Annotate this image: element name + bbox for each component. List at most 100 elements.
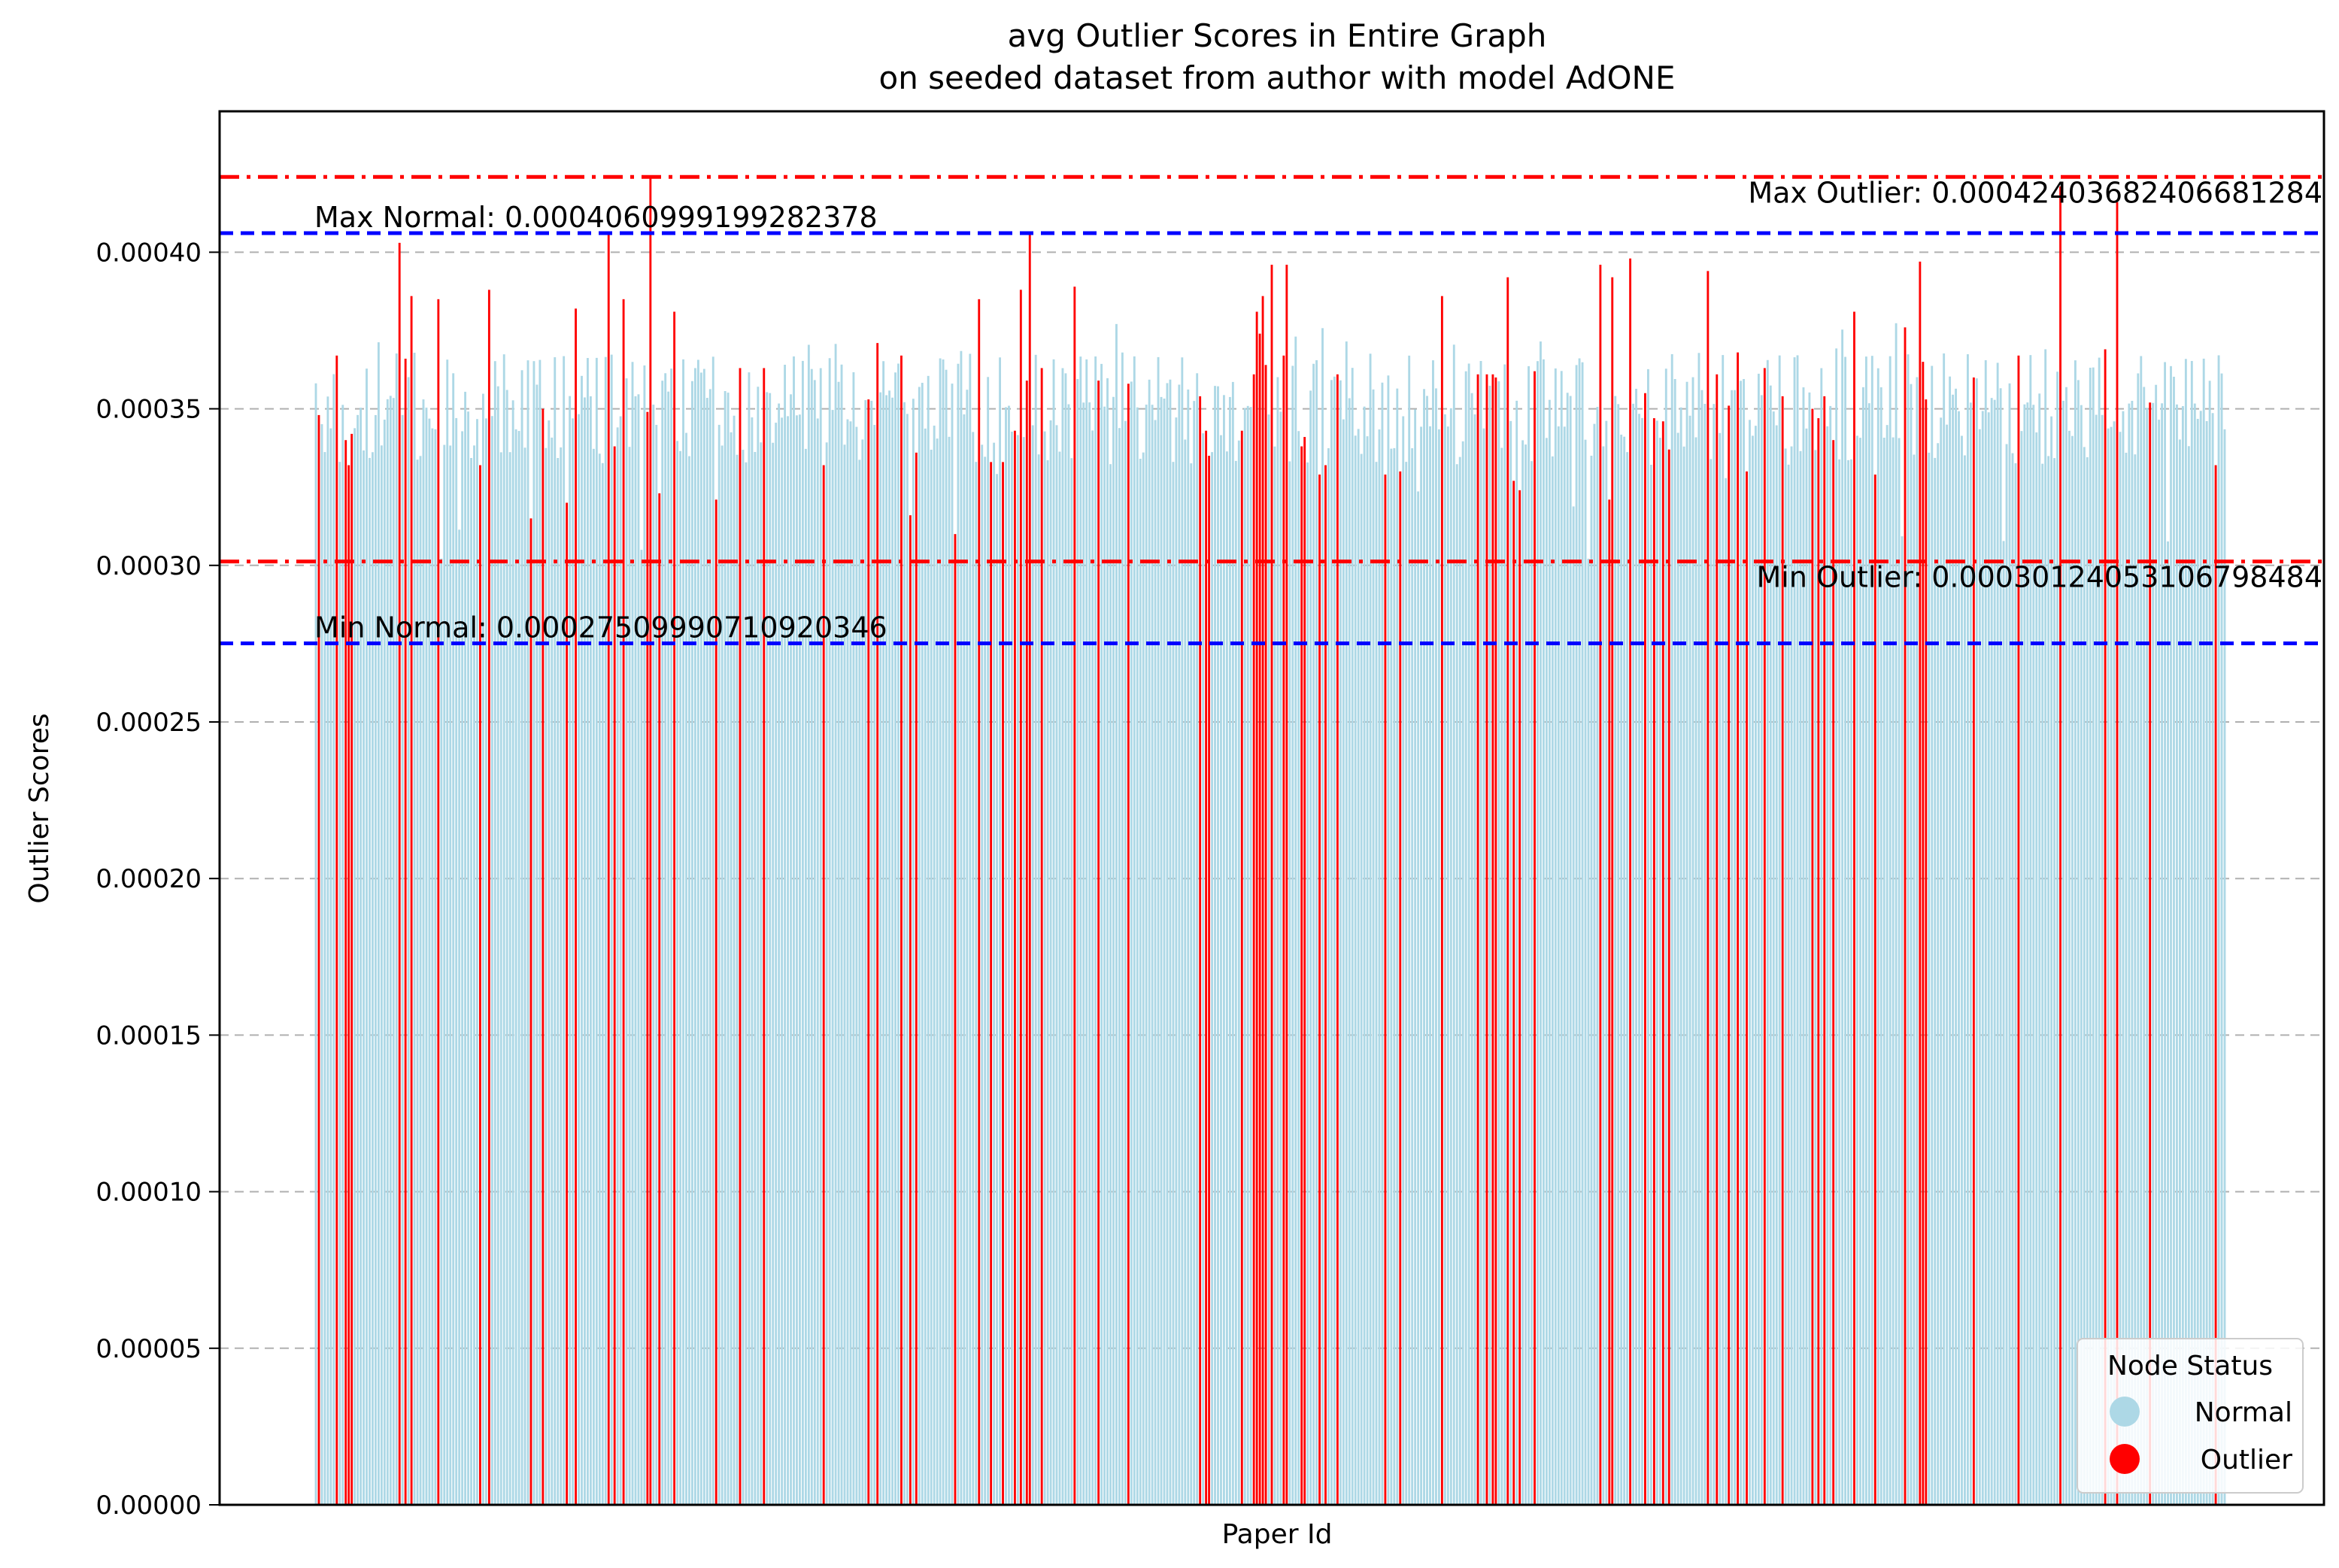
bar-normal bbox=[2023, 404, 2026, 1506]
legend: Node Status Normal Outlier bbox=[2077, 1338, 2304, 1494]
bar-outlier bbox=[1025, 381, 1028, 1505]
bar-normal bbox=[1467, 363, 1470, 1506]
bar-normal bbox=[1046, 460, 1049, 1505]
bar-outlier bbox=[1873, 475, 1876, 1505]
bar-normal bbox=[1641, 417, 1643, 1505]
bar-normal bbox=[1375, 462, 1378, 1506]
bar-outlier bbox=[1261, 296, 1264, 1506]
bar-outlier bbox=[1667, 449, 1670, 1505]
bar-normal bbox=[807, 344, 810, 1506]
bar-outlier bbox=[900, 355, 903, 1505]
bar-outlier bbox=[1019, 290, 1022, 1506]
bar-normal bbox=[1423, 389, 1425, 1505]
bar-normal bbox=[1312, 363, 1315, 1505]
bar-normal bbox=[1432, 360, 1434, 1506]
bar-normal bbox=[1443, 414, 1446, 1506]
bar-normal bbox=[742, 450, 745, 1505]
bar-normal bbox=[1670, 353, 1673, 1505]
bar-normal bbox=[595, 357, 598, 1505]
bar-outlier bbox=[347, 465, 350, 1505]
bar-normal bbox=[592, 448, 595, 1505]
bar-normal bbox=[676, 441, 679, 1505]
bar-outlier bbox=[1716, 374, 1719, 1505]
bar-normal bbox=[1575, 365, 1578, 1505]
bar-normal bbox=[1990, 398, 1993, 1506]
bar-normal bbox=[1835, 348, 1838, 1506]
bar-outlier bbox=[1205, 430, 1208, 1505]
bar-normal bbox=[1638, 414, 1640, 1505]
bar-normal bbox=[326, 396, 329, 1505]
bar-normal bbox=[1220, 435, 1222, 1505]
bar-normal bbox=[1031, 425, 1034, 1505]
bar-normal bbox=[969, 353, 972, 1506]
bar-normal bbox=[921, 383, 924, 1505]
bar-normal bbox=[1345, 341, 1348, 1505]
bar-normal bbox=[440, 558, 443, 1505]
bar-normal bbox=[708, 389, 711, 1505]
bar-normal bbox=[320, 424, 323, 1505]
bar-outlier bbox=[487, 290, 490, 1506]
bar-outlier bbox=[978, 299, 981, 1506]
bar-normal bbox=[2089, 367, 2092, 1506]
bar-normal bbox=[717, 424, 721, 1505]
bar-normal bbox=[939, 358, 942, 1505]
bar-normal bbox=[1396, 388, 1399, 1505]
bar-outlier bbox=[350, 433, 353, 1505]
bar-normal bbox=[2074, 360, 2077, 1505]
bar-outlier bbox=[317, 414, 320, 1506]
bar-normal bbox=[685, 432, 687, 1505]
bar-normal bbox=[625, 378, 628, 1505]
bar-outlier bbox=[2149, 402, 2152, 1505]
bar-normal bbox=[431, 428, 434, 1505]
bar-normal bbox=[1306, 462, 1309, 1506]
bar-outlier bbox=[2017, 355, 2020, 1505]
bar-normal bbox=[748, 372, 751, 1505]
bar-normal bbox=[1435, 388, 1437, 1506]
bar-normal bbox=[1578, 358, 1581, 1505]
bar-normal bbox=[1978, 429, 1981, 1506]
bar-normal bbox=[520, 370, 523, 1505]
bar-normal bbox=[957, 363, 960, 1506]
bar-outlier bbox=[1832, 440, 1835, 1505]
bar-normal bbox=[816, 418, 819, 1506]
bar-normal bbox=[1381, 382, 1384, 1505]
bar-normal bbox=[2083, 447, 2086, 1505]
bar-normal bbox=[1632, 403, 1635, 1505]
bar-outlier bbox=[714, 499, 717, 1505]
y-tick-label: 0.00000 bbox=[96, 1491, 202, 1521]
bar-normal bbox=[1734, 390, 1737, 1505]
bar-normal bbox=[341, 405, 344, 1505]
y-axis-ticks: 0.00000 0.00005 0.00010 0.00015 0.00020 0.000… bbox=[96, 238, 220, 1521]
bar-normal bbox=[858, 459, 861, 1506]
bar-normal bbox=[587, 358, 589, 1505]
bar-normal bbox=[2029, 355, 2032, 1505]
bar-normal bbox=[353, 428, 356, 1505]
bar-normal bbox=[1931, 365, 1934, 1505]
bar-normal bbox=[1829, 405, 1832, 1505]
bar-outlier bbox=[613, 446, 616, 1505]
bar-normal bbox=[1537, 361, 1539, 1506]
bar-normal bbox=[882, 361, 885, 1506]
bar-outlier bbox=[1919, 261, 1922, 1505]
bar-normal bbox=[1217, 386, 1219, 1506]
bar-normal bbox=[1955, 388, 1957, 1505]
bar-normal bbox=[903, 402, 906, 1505]
bar-outlier bbox=[915, 452, 918, 1505]
bar-normal bbox=[1946, 424, 1949, 1505]
bar-normal bbox=[422, 399, 425, 1505]
bar-normal bbox=[1178, 384, 1181, 1506]
bar-normal bbox=[458, 529, 461, 1505]
bar-normal bbox=[664, 373, 667, 1505]
bar-normal bbox=[1966, 354, 1969, 1505]
bar-normal bbox=[1148, 379, 1151, 1506]
bar-normal bbox=[2092, 367, 2095, 1505]
bar-normal bbox=[1620, 434, 1623, 1506]
bar-normal bbox=[918, 387, 921, 1505]
bar-normal bbox=[1109, 464, 1112, 1506]
bar-outlier bbox=[1518, 490, 1521, 1505]
bar-normal bbox=[1437, 429, 1440, 1505]
bar-normal bbox=[1697, 353, 1700, 1505]
bar-normal bbox=[840, 364, 843, 1505]
bar-normal bbox=[470, 458, 472, 1505]
bar-normal bbox=[1740, 381, 1742, 1506]
